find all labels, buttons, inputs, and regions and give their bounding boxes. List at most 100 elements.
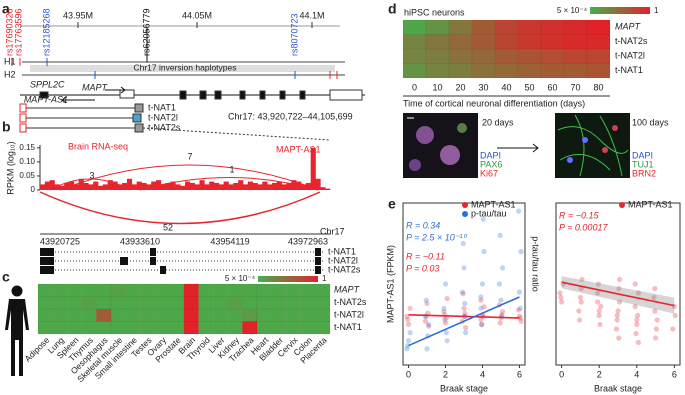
heatmap-cell [256,283,272,297]
coverage-bar [252,182,258,190]
data-point [478,297,484,303]
data-point [596,308,602,314]
heatmap-cell [315,321,331,335]
heatmap-cell [169,308,185,322]
legend-label: MAPT-AS1 [628,199,673,209]
heatmap-cell [96,296,112,310]
coverage-bar [291,180,297,190]
heatmap-cell [154,321,170,335]
data-point [478,294,484,300]
heatmap-cell [471,48,496,64]
heatmap-cell [198,308,214,322]
heatmap-cell [67,283,82,297]
data-point [463,325,469,331]
human-silhouette [5,285,29,376]
plot-frame [555,202,681,366]
coverage-bar [180,185,186,190]
coverage-bar [305,182,311,190]
coverage-bar [320,187,326,190]
heatmap-cell [110,321,126,335]
data-point [496,281,502,287]
heatmap-cell [494,19,519,35]
heatmap-cell [52,321,68,335]
x-tick-label: 0 [559,369,564,379]
data-point [499,312,505,318]
data-point [481,304,487,310]
coverage-bar [107,180,113,190]
stain-label: DAPI [480,150,501,160]
coverage-bar [49,180,55,190]
coverage-bar [73,184,79,190]
coverage-bar [112,181,118,190]
heatmap-cell [448,63,473,79]
heatmap-cell [448,48,473,64]
heatmap-cell [67,308,82,322]
coverage-bar [131,184,137,190]
data-point [635,290,641,296]
heatmap-cell [563,34,588,50]
data-point [577,294,584,301]
heatmap-cell [198,296,214,310]
coverage-bar [93,181,99,190]
legend-marker [462,202,468,208]
heatmap-cell [96,283,112,297]
data-point [516,307,522,313]
coverage-bar [78,178,84,190]
coordinate-label: 43.95M [63,10,93,20]
heatmap-cell [471,63,496,79]
coverage-bar [199,180,205,190]
legend-marker [462,211,468,217]
heatmap-cell [227,296,243,310]
legend-label: p-tau/tau [471,208,507,218]
data-point [422,318,429,324]
data-point [423,297,429,303]
x-tick-label: 80 [593,82,603,92]
data-point [557,290,563,296]
coverage-bar [189,182,195,190]
heatmap-cell [227,321,243,335]
colorbar-label: 1 [654,6,659,15]
data-point [442,281,449,287]
heatmap-cell [81,296,97,310]
heatmap-cell [517,48,542,64]
coverage-bar [276,181,282,190]
haplotype-label: H1 [4,56,16,66]
legend-marker [619,202,625,208]
track-label: Brain RNA-seq [68,141,128,151]
data-point [426,321,432,328]
data-point [443,330,449,336]
data-point [462,300,468,307]
coverage-bar [88,184,94,190]
junction-count: 7 [187,151,192,161]
fit-line [408,313,520,319]
coordinate-label: 44.1M [299,10,324,20]
heatmap-cell [96,308,112,322]
coverage-bar [301,184,307,190]
heatmap-cell [586,19,611,35]
x-tick-label: 0 [412,82,417,92]
heatmap-cell [140,296,155,310]
coverage-bar [44,181,50,190]
x-tick-label: 60 [547,82,557,92]
micrographs [403,113,630,178]
axis-title: Braak stage [594,383,642,393]
panel-label: e [388,196,396,212]
data-point [461,265,467,271]
data-point [614,317,620,323]
data-point [652,308,658,314]
data-point [516,208,522,214]
row-label: t-NAT2l [334,310,364,320]
data-point [595,299,601,305]
coverage-bar [247,181,253,190]
data-point [652,285,658,292]
heatmap-cell [242,321,258,335]
y-tick-label: 0 [31,185,36,194]
haplotype-label: H2 [4,69,16,79]
heatmap-cell [198,283,214,297]
heatmap-cell [271,283,287,297]
legend-label: MAPT-AS1 [471,199,516,209]
coverage-bar [209,181,215,190]
data-point [444,338,450,344]
axis-title: Time of cortical neuronal differentiatio… [403,98,585,108]
heatmap-cell [52,296,68,310]
